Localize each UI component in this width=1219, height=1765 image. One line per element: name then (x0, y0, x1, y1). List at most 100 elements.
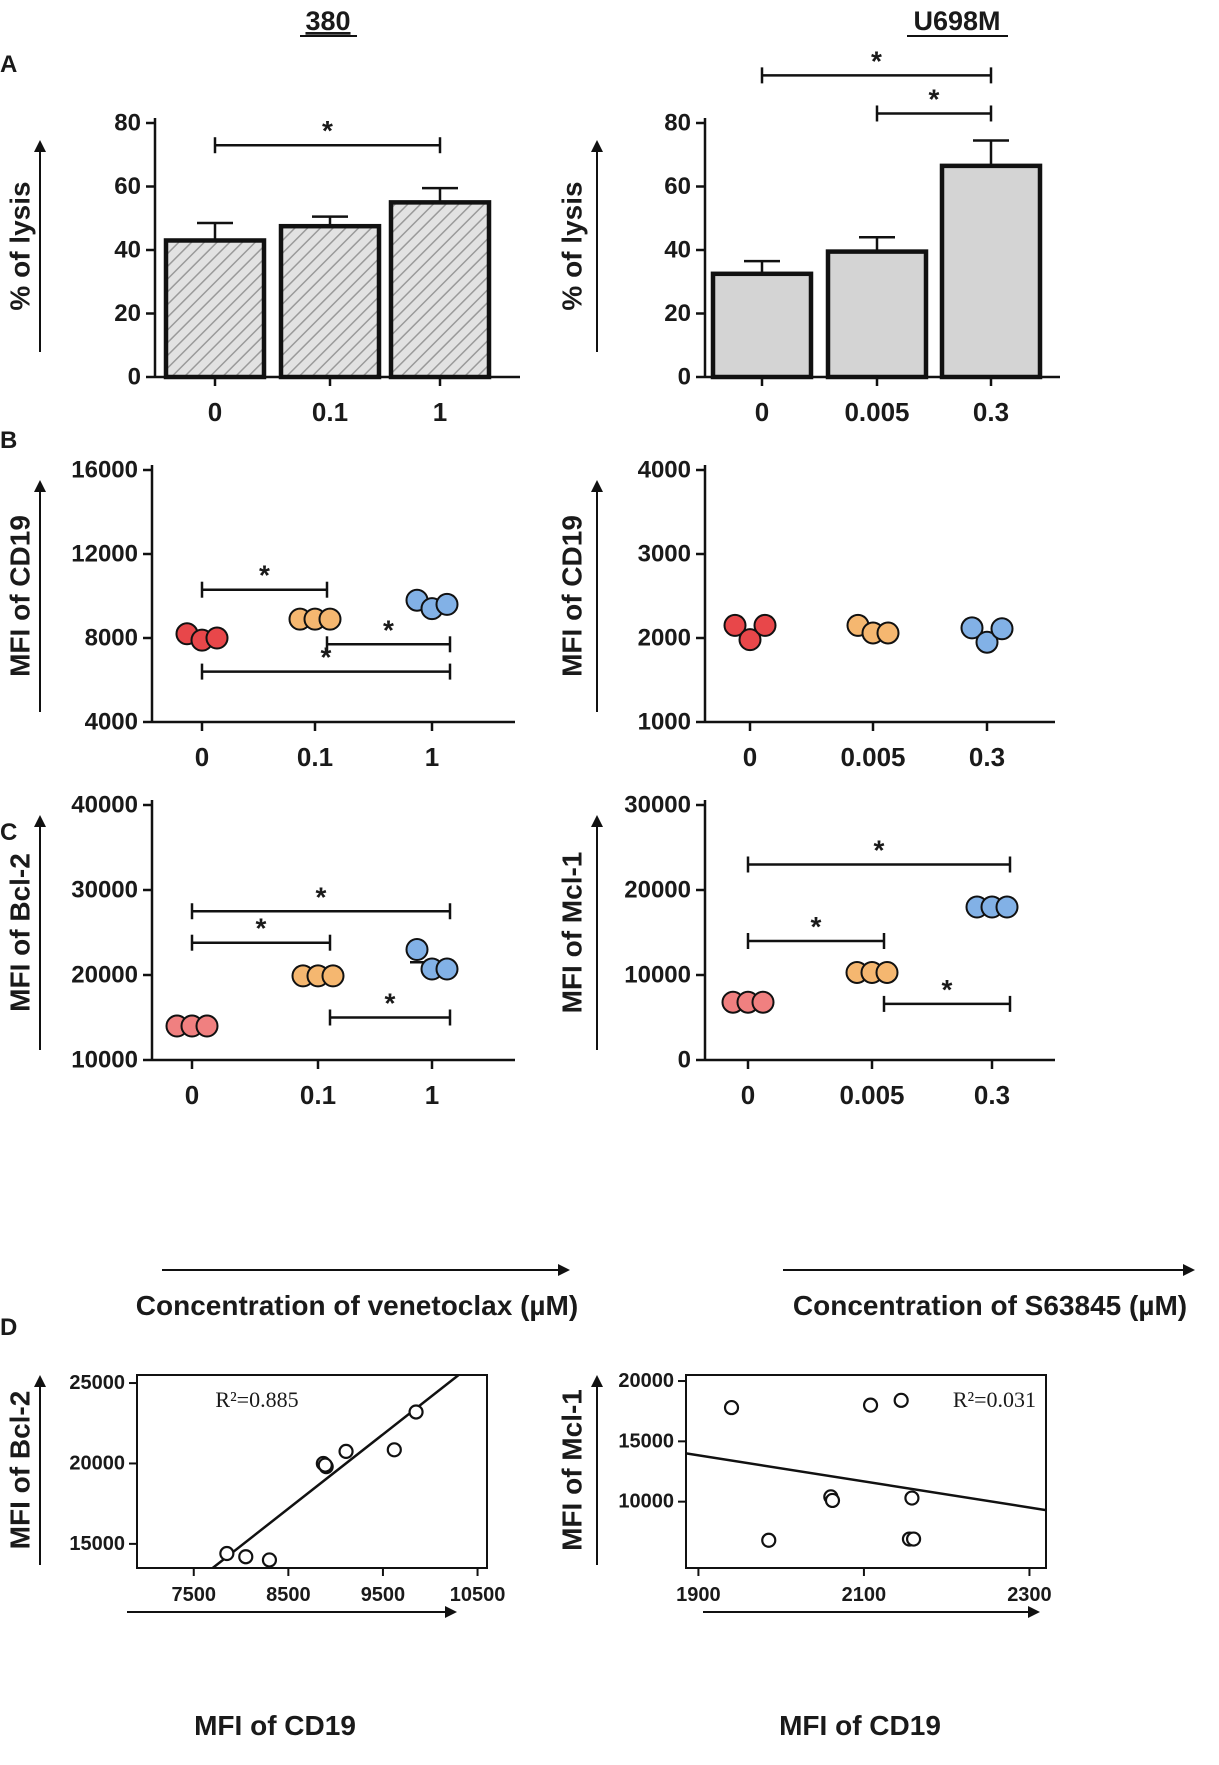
chart-b1-ylabel: MFI of CD19 (5, 515, 36, 677)
chart-b1-xtick-label: 0.1 (297, 742, 333, 772)
chart-d1-data-point (317, 1457, 333, 1473)
chart-c1-ytick-label: 10000 (71, 1047, 138, 1074)
chart-c1-ytick-label: 40000 (71, 792, 138, 819)
chart-c1-xtick-label: 0 (185, 1080, 199, 1110)
chart-c1-significance-bracket (190, 934, 332, 951)
chart-a2-bar (939, 163, 1043, 380)
chart-a1-bar (163, 238, 267, 380)
chart-d2-data-point (723, 1399, 740, 1416)
chart-c1-ylabel-arrowhead (34, 815, 46, 827)
chart-d1-data-point (219, 1545, 235, 1562)
chart-d2-data-point (824, 1492, 841, 1509)
chart-b2-ylabel: MFI of CD19 (557, 515, 588, 677)
chart-a2-ytick-label: 20 (664, 300, 691, 327)
chart-b2-data-point (738, 628, 762, 652)
chart-d1-data-point (261, 1552, 278, 1568)
chart-d1-xtick-label: 9500 (361, 1584, 406, 1606)
chart-b2-data-point (960, 616, 984, 640)
chart-d2-data-point (862, 1397, 879, 1413)
chart-c2-xtick-label: 0 (741, 1080, 755, 1110)
chart-b1-significance-star: * (259, 560, 270, 591)
chart-d1-xtick-label: 8500 (266, 1584, 311, 1606)
chart-a1-ytick-label: 20 (114, 300, 141, 327)
chart-d1-ytick-label: 20000 (69, 1452, 125, 1474)
chart-a2-xtick-label: 0 (755, 397, 769, 427)
chart-c1-significance-bracket (328, 1009, 452, 1026)
chart-c1-significance-star: * (316, 881, 327, 912)
chart-d2-regression-line (686, 1452, 1046, 1512)
chart-a2-ytick-label: 0 (678, 364, 691, 391)
chart-a1-ylabel: % of lysis (5, 181, 36, 310)
chart-d1-ytick-label: 15000 (69, 1533, 125, 1555)
chart-c1-xtick-label: 1 (425, 1080, 439, 1110)
chart-d1-data-point (338, 1443, 354, 1459)
chart-b2-data-point (975, 630, 999, 654)
chart-c2-significance-bracket (746, 933, 886, 949)
chart-b2-data-point (753, 613, 777, 637)
chart-b1-significance-bracket (200, 581, 329, 598)
chart-b2-data-point (723, 613, 747, 637)
chart-a1-significance-bracket (213, 137, 442, 154)
chart-c2-significance-star: * (942, 974, 953, 1005)
chart-b1-xtick-label: 1 (425, 742, 439, 772)
chart-a2-significance-bracket (760, 67, 993, 84)
chart-a1-ytick-label: 0 (128, 364, 141, 391)
chart-a2-ylabel: % of lysis (557, 181, 588, 310)
chart-c1-ylabel: MFI of Bcl-2 (5, 853, 36, 1012)
chart-d2-xtick-label: 1900 (676, 1584, 721, 1606)
chart-d1-ytick-label: 25000 (69, 1372, 125, 1394)
chart-b1-data-point (435, 592, 459, 616)
chart-c1-data-point (321, 964, 345, 988)
chart-a2-xtick-label: 0.3 (973, 397, 1009, 427)
chart-c1-data-point (405, 938, 429, 961)
chart-d2-data-point (904, 1490, 920, 1506)
chart-d1-ylabel: MFI of Bcl-2 (5, 1391, 36, 1550)
panel-letter-a: A (0, 51, 17, 78)
chart-c2-significance-star: * (874, 835, 885, 866)
chart-a1-xtick-label: 1 (433, 397, 447, 427)
chart-b2-xtick-label: 0 (743, 742, 757, 772)
chart-b1-xtick-label: 0 (195, 742, 209, 772)
chart-a1-xtick-label: 0.1 (312, 397, 348, 427)
chart-c1-data-point (195, 1014, 219, 1038)
chart-c2-data-point (875, 960, 899, 984)
chart-b2-data-point (990, 617, 1014, 641)
chart-c2-xtick-label: 0.005 (839, 1080, 904, 1110)
chart-c2-significance-star: * (811, 911, 822, 942)
chart-b2-xtick-label: 0.005 (840, 742, 905, 772)
chart-d2-plot-frame (685, 1374, 1047, 1569)
chart-a1-ytick-label: 80 (114, 110, 141, 137)
chart-c2-ytick-label: 20000 (624, 877, 691, 904)
chart-d2-ylabel: MFI of Mcl-1 (557, 1389, 588, 1551)
chart-a1-bar (388, 200, 492, 380)
chart-a1-significance-star: * (322, 115, 333, 146)
chart-c2-data-point (751, 990, 775, 1014)
chart-b1-ytick-label: 16000 (71, 457, 138, 484)
chart-b2-ytick-label: 4000 (638, 457, 691, 484)
chart-a2-ytick-label: 40 (664, 237, 691, 264)
chart-d1-xlabel-arrowhead (445, 1606, 457, 1618)
chart-d2-data-point (893, 1392, 909, 1408)
chart-a1-ytick-label: 40 (114, 237, 141, 264)
chart-a2-ytick-label: 60 (664, 173, 691, 200)
chart-a1-xtick-label: 0 (208, 397, 222, 427)
chart-d2-ytick-label: 20000 (618, 1370, 674, 1392)
concentration-arrowhead-left (558, 1264, 570, 1276)
chart-d1-r-squared: R²=0.885 (215, 1387, 298, 1412)
chart-c1-xtick-label: 0.1 (300, 1080, 336, 1110)
chart-b1-ylabel-arrowhead (34, 480, 46, 492)
chart-c2-ytick-label: 10000 (624, 962, 691, 989)
chart-d2-ytick-label: 10000 (618, 1491, 674, 1513)
chart-a2-ylabel-arrowhead (591, 140, 603, 152)
chart-b1-ytick-label: 4000 (85, 709, 138, 736)
chart-b1-significance-star: * (321, 642, 332, 673)
header-right: U698M (913, 6, 1000, 36)
chart-c2-data-point (995, 895, 1019, 919)
panel-letter-b: B (0, 427, 17, 454)
chart-d2-xtick-label: 2100 (842, 1584, 887, 1606)
concentration-arrowhead-right (1183, 1264, 1195, 1276)
chart-a2-significance-bracket (875, 105, 993, 122)
chart-a1-ytick-label: 60 (114, 173, 141, 200)
chart-d2-xtick-label: 2300 (1007, 1584, 1052, 1606)
